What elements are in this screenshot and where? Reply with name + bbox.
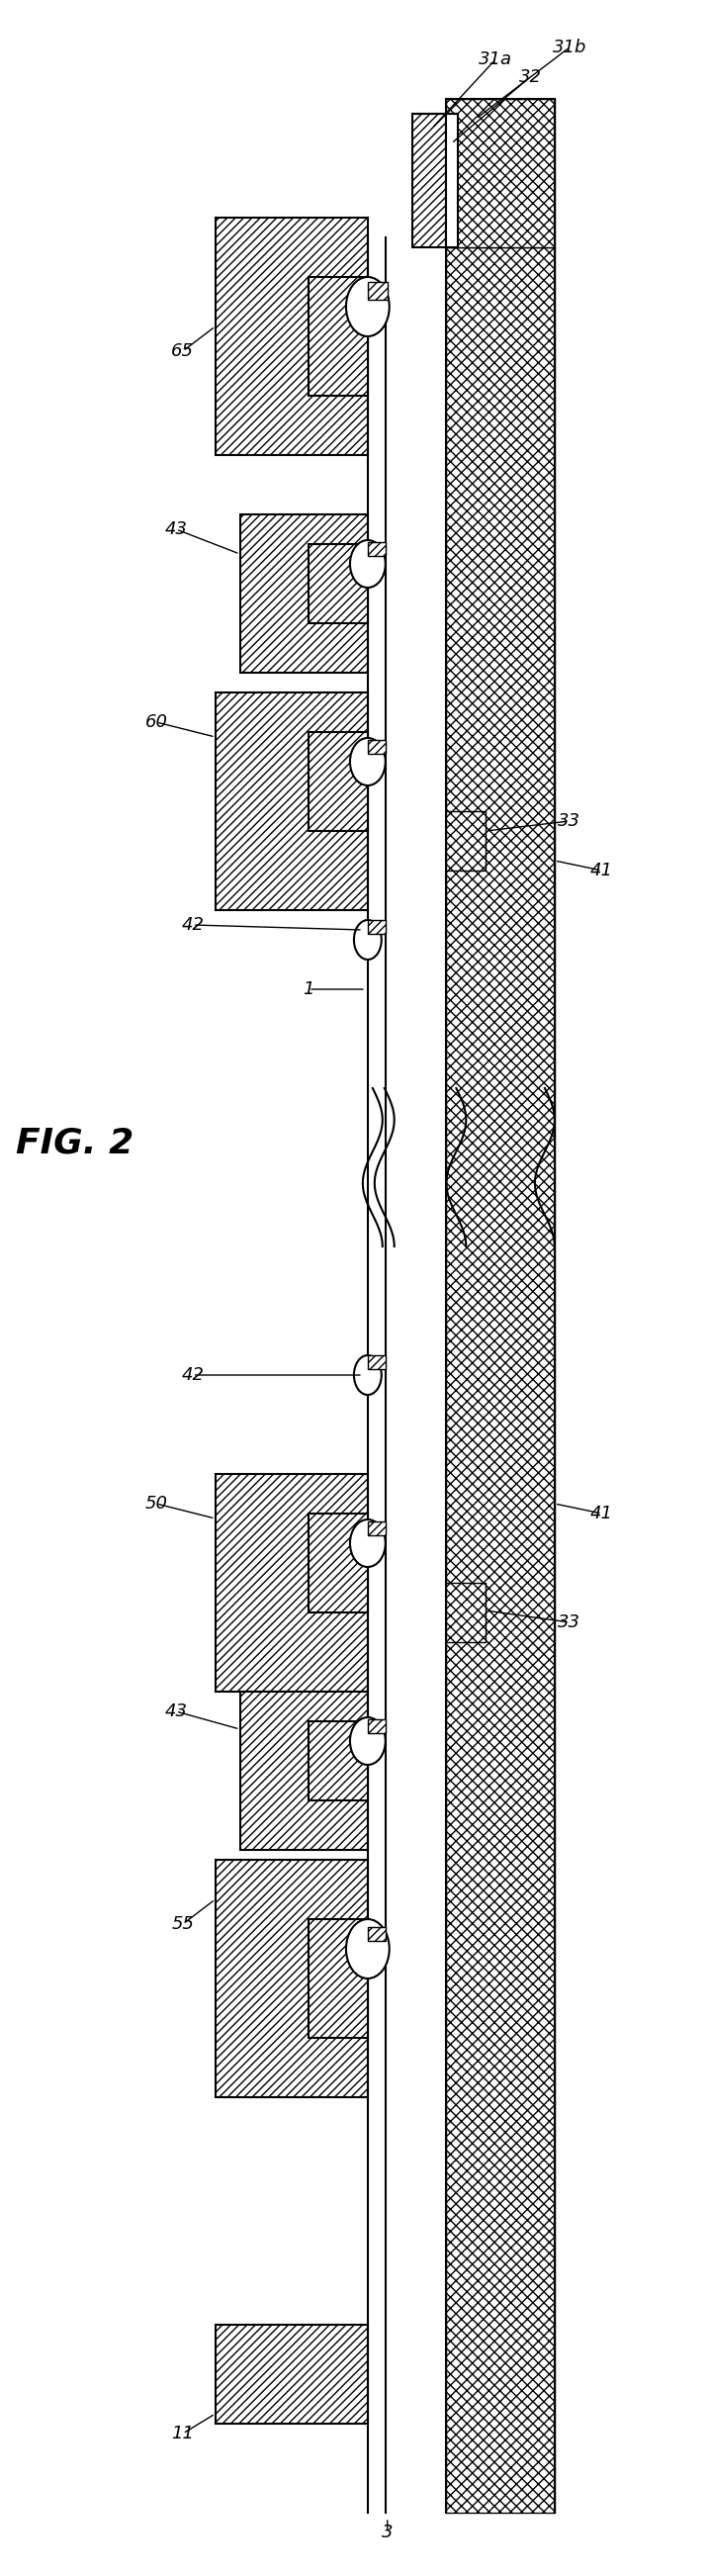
Bar: [368, 1355, 386, 1368]
Bar: [215, 216, 368, 456]
Ellipse shape: [346, 1919, 389, 1978]
Ellipse shape: [350, 1718, 386, 1765]
Bar: [368, 237, 386, 2512]
Text: 3: 3: [382, 2524, 393, 2543]
Text: 65: 65: [171, 343, 194, 361]
Text: 43: 43: [165, 520, 187, 538]
Ellipse shape: [350, 541, 386, 587]
Bar: [309, 544, 368, 623]
Bar: [368, 281, 388, 299]
Bar: [309, 1919, 368, 2038]
Bar: [368, 1522, 386, 1535]
Ellipse shape: [354, 1355, 381, 1394]
Bar: [368, 739, 386, 755]
Bar: [447, 1582, 486, 1641]
Bar: [309, 732, 368, 832]
Bar: [412, 113, 447, 247]
Bar: [240, 1692, 368, 1850]
Bar: [215, 693, 368, 909]
Bar: [447, 811, 486, 871]
Bar: [309, 1515, 368, 1613]
Text: 60: 60: [145, 714, 168, 732]
Bar: [447, 98, 555, 247]
Ellipse shape: [350, 1520, 386, 1566]
Ellipse shape: [346, 278, 389, 337]
Bar: [447, 247, 555, 2512]
Ellipse shape: [350, 737, 386, 786]
Bar: [309, 1721, 368, 1801]
Bar: [309, 278, 368, 397]
Text: 1: 1: [303, 981, 315, 997]
Text: 55: 55: [171, 1914, 194, 1932]
Ellipse shape: [354, 920, 381, 961]
Bar: [215, 1473, 368, 1692]
Bar: [215, 1860, 368, 2097]
Text: 42: 42: [181, 1365, 204, 1383]
Bar: [447, 113, 458, 247]
Text: 33: 33: [558, 811, 581, 829]
Text: 42: 42: [181, 917, 204, 935]
Text: FIG. 2: FIG. 2: [16, 1126, 133, 1159]
Bar: [368, 920, 386, 935]
Text: 33: 33: [558, 1613, 581, 1631]
Text: 31a: 31a: [479, 52, 513, 67]
Text: 31b: 31b: [552, 39, 586, 57]
Text: 43: 43: [165, 1703, 187, 1721]
Bar: [368, 1927, 386, 1940]
Text: 41: 41: [591, 1504, 613, 1522]
Text: 32: 32: [518, 67, 541, 85]
Text: 50: 50: [145, 1494, 168, 1512]
Bar: [368, 541, 386, 556]
Text: 11: 11: [171, 2424, 194, 2442]
Bar: [215, 2324, 368, 2424]
Bar: [368, 1718, 386, 1734]
Bar: [240, 515, 368, 672]
Text: 41: 41: [591, 860, 613, 878]
